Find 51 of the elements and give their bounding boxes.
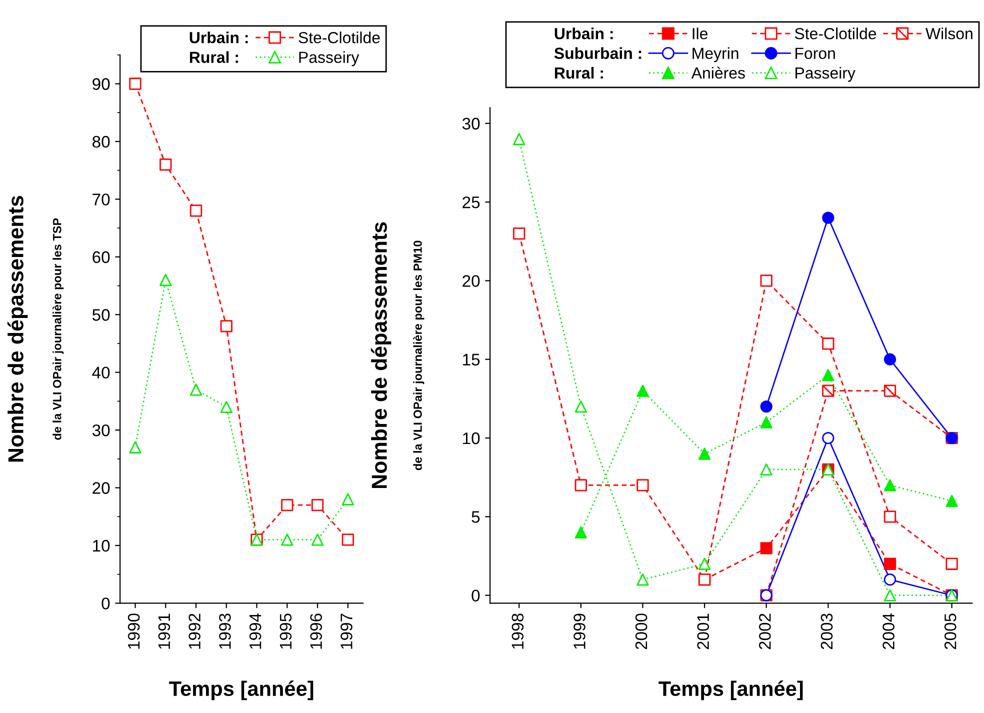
y-tick-label: 0 [472, 590, 480, 602]
y-tick-label: 30 [92, 424, 110, 436]
x-axis-title: Temps [année] [658, 680, 803, 700]
x-tick-label: 1994 [249, 613, 262, 649]
x-tick-label: 1995 [280, 614, 292, 649]
text: Urbain : [190, 32, 248, 44]
text: Urbain : [554, 28, 613, 40]
legend-label: Ile [692, 28, 708, 40]
legend-label: Ste-Clotilde [794, 28, 876, 40]
y-tick-label: 30 [462, 118, 480, 130]
y-tick-label: 50 [92, 309, 110, 321]
x-tick-label: 2003 [820, 614, 833, 650]
legend-label: Foron [796, 48, 835, 59]
x-tick-label: 2002 [759, 614, 771, 650]
legend-label: Ste-Clotilde [298, 32, 380, 44]
y-tick-label: 20 [462, 275, 480, 287]
y-tick-label: 25 [462, 196, 480, 208]
x-tick-label: 1992 [188, 614, 200, 649]
text: Suburbain : [554, 47, 642, 59]
y-tick-label: 70 [92, 194, 110, 206]
x-tick-label: 2000 [635, 614, 648, 650]
y-tick-label: 0 [102, 598, 110, 610]
x-tick-label: 1993 [219, 614, 231, 649]
x-tick-label: 2001 [697, 614, 710, 650]
x-tick-label: 2005 [944, 614, 956, 650]
y-tick-label: 80 [92, 136, 110, 148]
legend-label: Passeiry [796, 66, 856, 82]
y-axis-title: Nombre de dépassements de la VLI OPair journalière pour les PM10 [370, 222, 424, 488]
x-tick-label: 1991 [158, 614, 170, 649]
y-tick-label: 60 [92, 251, 110, 264]
text: Rural : [554, 66, 603, 79]
legend-label: Wilson [926, 28, 972, 40]
x-tick-label: 1990 [128, 614, 140, 649]
annotation: Rural : [190, 51, 238, 63]
legend-label: Passeiry [299, 51, 360, 66]
y-tick-label: 10 [463, 432, 480, 444]
x-tick-label: 1998 [512, 614, 524, 649]
y-tick-label: 15 [463, 354, 480, 366]
y-tick-label: 5 [472, 511, 480, 523]
x-tick-label: 2004 [882, 613, 894, 650]
x-tick-label: 1996 [310, 614, 322, 649]
legend-label: Meyrin [692, 47, 738, 62]
y-tick-label: 40 [92, 366, 110, 379]
y-tick-label: 90 [92, 78, 110, 90]
x-tick-label: 1997 [340, 614, 352, 649]
x-tick-label: 1999 [574, 614, 586, 649]
y-axis-title: Nombre de dépassements de la VLI OPair journalière pour les TSP [7, 196, 64, 462]
y-tick-label: 10 [93, 540, 110, 552]
y-tick-label: 20 [92, 482, 110, 494]
legend-label: Anières [691, 66, 745, 79]
x-axis-title: Temps [année] [169, 680, 314, 700]
